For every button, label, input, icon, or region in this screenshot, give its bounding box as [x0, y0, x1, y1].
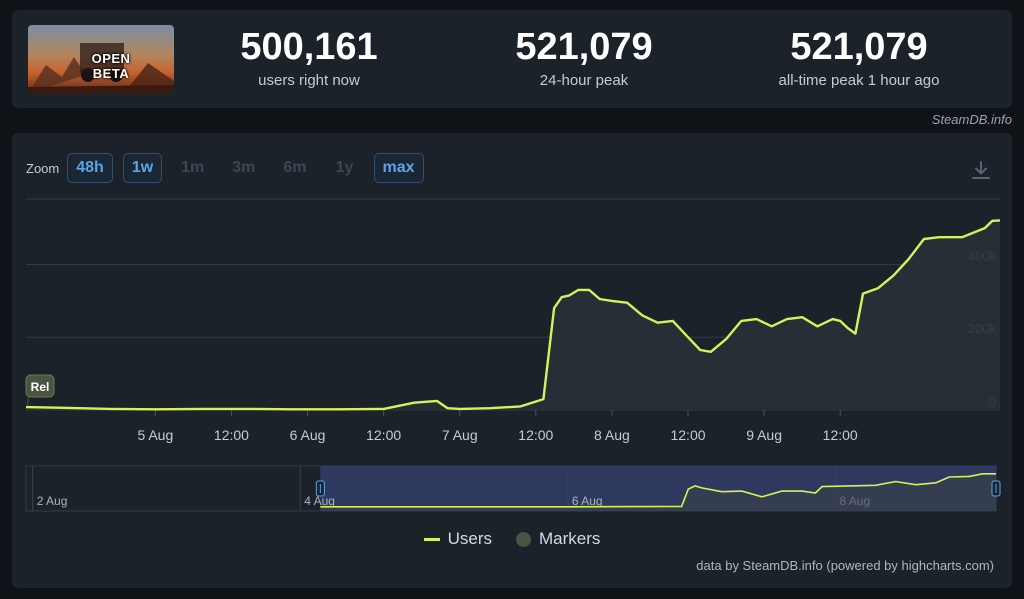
zoom-bar: Zoom 48h 1w 1m 3m 6m 1y max — [26, 153, 434, 183]
banner-title: OPEN BETA — [91, 51, 131, 81]
navigator-date-label: 6 Aug — [572, 494, 603, 508]
steamdb-watermark[interactable]: SteamDB.info — [931, 112, 1012, 127]
x-tick-label: 12:00 — [518, 427, 553, 443]
marker-flag — [25, 374, 55, 398]
navigator-series-area — [320, 473, 996, 511]
zoom-label: Zoom — [26, 160, 60, 176]
legend-item-markers[interactable]: Markers — [516, 529, 600, 549]
x-tick-label: 12:00 — [823, 427, 858, 443]
chart-legend: Users Markers — [12, 529, 1012, 549]
stat-value: 521,079 — [515, 26, 653, 68]
zoom-1y-button[interactable]: 1y — [335, 159, 354, 176]
stat-value: 500,161 — [240, 26, 378, 68]
stat-24h-peak: 521,079 24-hour peak — [459, 26, 709, 89]
x-tick-label: 12:00 — [670, 427, 705, 443]
stat-current-users: 500,161 users right now — [184, 26, 434, 89]
x-tick-label: 5 Aug — [137, 427, 173, 443]
users-series-area — [26, 220, 1000, 410]
zoom-1m-button[interactable]: 1m — [181, 159, 205, 176]
markers-dot-swatch — [516, 531, 531, 547]
game-banner-image[interactable]: OPEN BETA — [28, 25, 174, 93]
navigator-series-line — [320, 473, 996, 508]
zoom-6m-button[interactable]: 6m — [283, 159, 307, 176]
stat-label: 24-hour peak — [539, 72, 629, 89]
x-tick-label: 12:00 — [214, 427, 249, 443]
x-tick-label: 8 Aug — [594, 427, 630, 443]
zoom-1w-button[interactable]: 1w — [122, 153, 163, 183]
legend-label: Markers — [539, 529, 601, 548]
legend-label: Users — [447, 529, 492, 548]
zoom-3m-button[interactable]: 3m — [232, 159, 256, 176]
x-tick-label: 12:00 — [366, 427, 401, 443]
download-icon[interactable] — [970, 159, 992, 181]
stat-value: 521,079 — [790, 26, 928, 68]
legend-item-users[interactable]: Users — [423, 529, 492, 549]
stat-label: users right now — [258, 72, 360, 89]
banner-artwork — [28, 43, 174, 93]
x-tick-label: 9 Aug — [746, 427, 782, 443]
x-tick-label: 6 Aug — [290, 427, 326, 443]
users-line-swatch — [423, 537, 440, 541]
zoom-max-button[interactable]: max — [373, 153, 424, 183]
stats-card: OPEN BETA 500,161 users right now 521,07… — [12, 10, 1012, 108]
marker-label: Rel — [31, 380, 50, 394]
navigator-date-label: 2 Aug — [37, 494, 68, 508]
users-series-line — [25, 219, 1001, 411]
navigator-date-label: 4 Aug — [304, 494, 335, 508]
stat-all-time-peak: 521,079 all-time peak 1 hour ago — [734, 26, 984, 89]
x-tick-label: 7 Aug — [442, 427, 478, 443]
stat-label: all-time peak 1 hour ago — [778, 72, 940, 89]
zoom-48h-button[interactable]: 48h — [67, 153, 113, 183]
chart-credits[interactable]: data by SteamDB.info (powered by highcha… — [696, 558, 994, 573]
chart-card: Zoom 48h 1w 1m 3m 6m 1y max 0200k400k5 A… — [12, 133, 1012, 588]
